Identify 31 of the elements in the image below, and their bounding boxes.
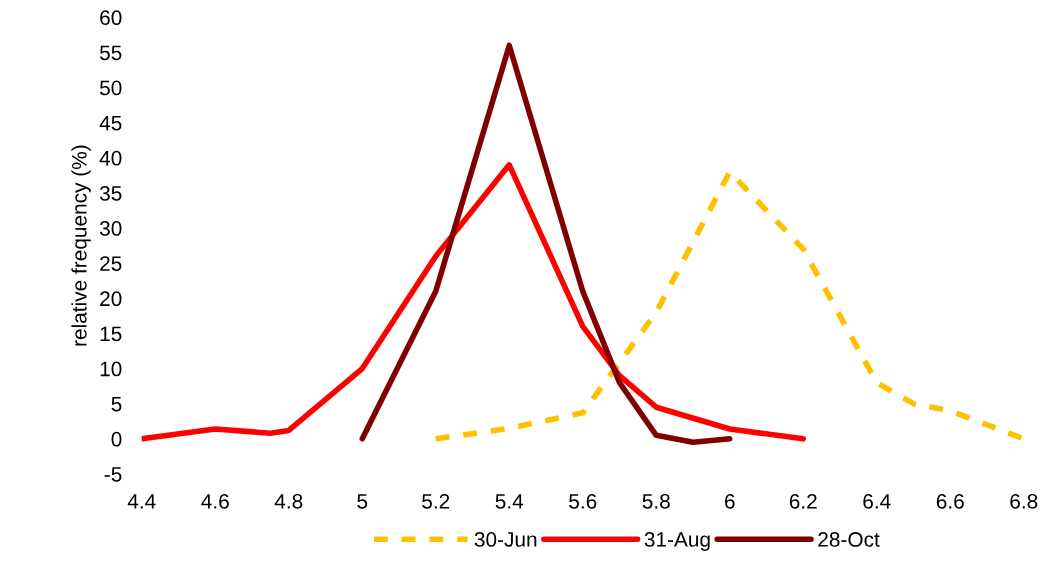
y-tick-label: -5: [104, 467, 122, 482]
y-tick-label: 0: [111, 431, 122, 447]
x-tick-label: 5: [357, 494, 368, 509]
x-tick-label: 4.6: [201, 493, 229, 509]
x-tick-label: 5.8: [642, 493, 670, 509]
x-tick-label: 5.4: [495, 494, 524, 509]
y-tick-label: 45: [99, 115, 122, 131]
y-tick-label: 5: [111, 396, 122, 412]
y-tick-label: 25: [100, 256, 122, 271]
x-tick-label: 5.2: [422, 493, 450, 509]
x-tick-label: 6: [725, 493, 735, 509]
y-tick-label: 40: [99, 150, 122, 166]
y-tick-label: 60: [100, 10, 122, 26]
y-tick-label: 10: [100, 361, 122, 377]
y-tick-label: 50: [99, 80, 122, 96]
y-tick-label: 55: [99, 45, 122, 61]
x-tick-label: 4.4: [127, 494, 156, 509]
x-tick-label: 4.8: [274, 493, 303, 509]
y-tick-label: 20: [100, 291, 122, 307]
y-tick-label: 30: [99, 221, 122, 236]
y-tick-label: 35: [99, 185, 122, 201]
x-tick-label: 5.6: [569, 493, 597, 509]
legend-label: 28-Oct: [818, 532, 880, 547]
y-tick-label: 15: [100, 326, 122, 342]
y-axis-title: relative frequency (%): [71, 145, 91, 346]
legend-label: 30-Jun: [474, 532, 537, 547]
legend-label: 31-Aug: [644, 532, 710, 551]
x-tick-label: 6.2: [789, 493, 817, 509]
x-tick-label: 6.8: [1010, 493, 1038, 509]
x-tick-label: 6.6: [936, 493, 964, 509]
x-tick-label: 6.4: [863, 493, 891, 509]
